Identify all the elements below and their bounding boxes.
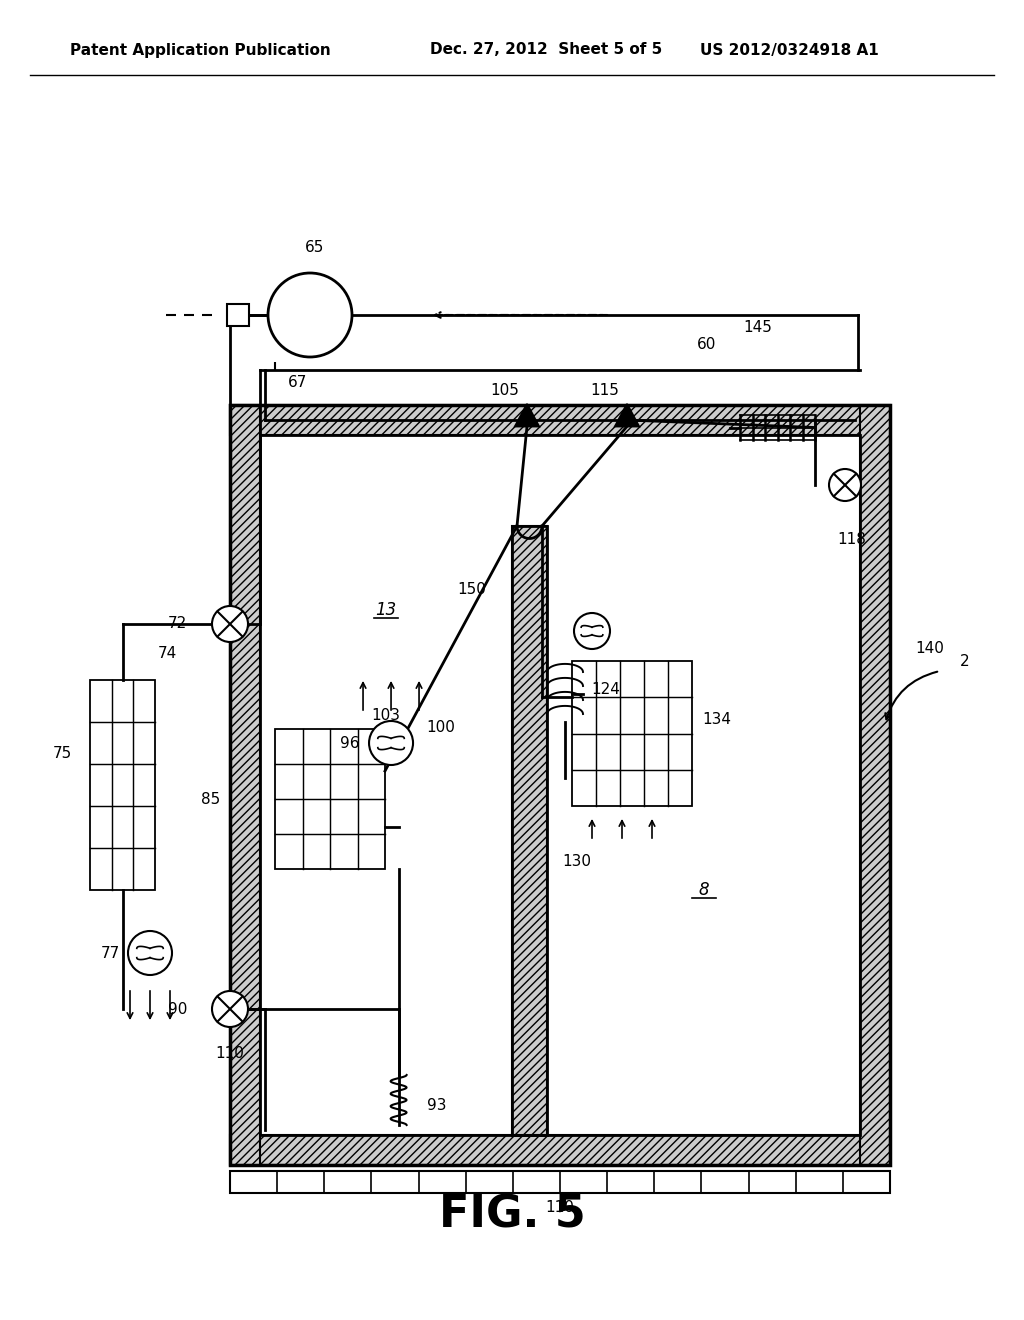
- Circle shape: [128, 931, 172, 975]
- Bar: [260, 436, 860, 1135]
- Text: Patent Application Publication: Patent Application Publication: [70, 42, 331, 58]
- Polygon shape: [515, 404, 539, 426]
- Text: 145: 145: [743, 319, 772, 335]
- Bar: [90, 680, 155, 890]
- Bar: [512, 525, 547, 1135]
- Circle shape: [369, 721, 413, 766]
- Text: 74: 74: [158, 647, 177, 661]
- Text: 2: 2: [961, 653, 970, 668]
- Bar: [512, 525, 547, 1135]
- Text: 8: 8: [698, 880, 709, 899]
- Circle shape: [212, 991, 248, 1027]
- Text: 65: 65: [305, 240, 325, 255]
- Text: 110: 110: [546, 1200, 574, 1216]
- Text: 70: 70: [291, 337, 309, 352]
- Bar: [860, 405, 890, 1166]
- Text: 118: 118: [837, 532, 866, 548]
- Polygon shape: [615, 404, 639, 426]
- Text: 67: 67: [289, 375, 307, 389]
- Text: US 2012/0324918 A1: US 2012/0324918 A1: [700, 42, 879, 58]
- Text: 110: 110: [216, 1047, 245, 1061]
- Bar: [230, 1171, 890, 1193]
- Bar: [572, 661, 692, 807]
- Text: FIG. 5: FIG. 5: [438, 1193, 586, 1237]
- Text: 134: 134: [702, 711, 731, 726]
- Bar: [230, 405, 260, 1166]
- Bar: [275, 729, 385, 869]
- Circle shape: [212, 606, 248, 642]
- Text: 124: 124: [591, 681, 620, 697]
- Bar: [227, 304, 249, 326]
- Text: Dec. 27, 2012  Sheet 5 of 5: Dec. 27, 2012 Sheet 5 of 5: [430, 42, 663, 58]
- Text: 140: 140: [915, 640, 944, 656]
- Text: 60: 60: [697, 337, 717, 352]
- Text: 77: 77: [100, 945, 120, 961]
- Text: 103: 103: [372, 708, 400, 722]
- Bar: [230, 405, 890, 436]
- Text: 85: 85: [201, 792, 220, 807]
- Text: 105: 105: [490, 383, 519, 399]
- Text: 93: 93: [427, 1097, 446, 1113]
- Circle shape: [829, 469, 861, 502]
- Bar: [230, 1135, 890, 1166]
- Text: 72: 72: [168, 616, 187, 631]
- Text: 75: 75: [53, 746, 72, 762]
- Text: 115: 115: [591, 383, 620, 399]
- Text: 150: 150: [458, 582, 486, 597]
- Text: 96: 96: [340, 735, 359, 751]
- Circle shape: [268, 273, 352, 356]
- Text: 100: 100: [426, 721, 455, 735]
- Bar: [230, 405, 890, 1166]
- Circle shape: [574, 612, 610, 649]
- Text: 13: 13: [376, 601, 396, 619]
- Text: 90: 90: [168, 1002, 187, 1016]
- Text: 130: 130: [562, 854, 591, 869]
